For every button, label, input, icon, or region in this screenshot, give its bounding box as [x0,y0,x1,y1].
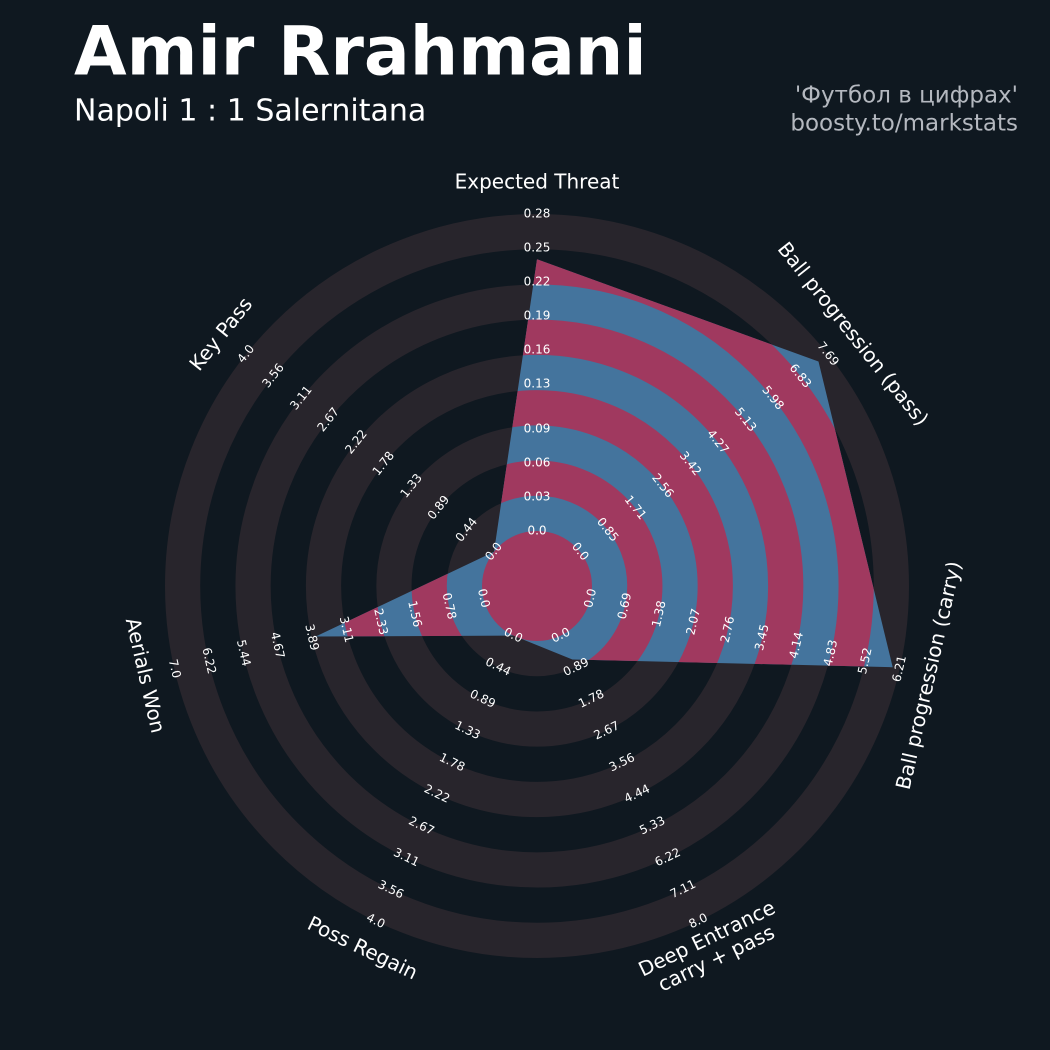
tick-label: 0.0 [475,587,493,609]
alt-band [315,259,874,668]
credit: 'Футбол в цифрах' [795,83,1018,109]
tick-label: 0.06 [524,456,551,470]
chart-subtitle: Napoli 1 : 1 Salernitana [74,94,426,129]
tick-label: 2.07 [683,607,703,636]
radar-alt-bands [315,259,874,668]
tick-label: 0.0 [527,524,546,538]
tick-label: 3.11 [337,615,357,644]
alt-band [411,460,663,668]
tick-label: 2.33 [371,607,391,636]
credit: boosty.to/markstats [790,111,1018,137]
tick-label: 0.03 [524,490,551,504]
tick-label: 1.38 [649,599,669,628]
tick-label: 4.67 [268,631,288,660]
chart-title: Amir Rrahmani [74,13,647,92]
tick-label: 0.0 [581,587,599,609]
tick-label: 2.76 [718,615,738,644]
alt-band [315,319,804,668]
alt-band [482,531,592,641]
tick-label: 0.22 [524,274,551,288]
tick-label: 6.22 [199,646,219,675]
tick-label: 3.45 [752,623,772,652]
param-label: Aerials Won [121,615,171,735]
tick-label: 0.69 [615,591,635,620]
tick-label: 4.83 [821,638,841,667]
tick-label: 1.56 [405,599,425,628]
tick-label: 5.52 [855,646,875,675]
tick-label: 5.44 [234,638,254,667]
tick-label: 0.13 [524,376,551,390]
tick-label: 6.21 [889,654,909,683]
tick-label: 0.25 [524,240,551,254]
tick-label: 7.0 [166,658,184,680]
param-label: Expected Threat [455,170,620,194]
tick-label: 0.16 [524,342,551,356]
tick-label: 0.09 [524,422,551,436]
tick-label: 0.19 [524,308,551,322]
ring [165,214,909,958]
tick-label: 4.14 [786,631,806,660]
tick-label: 3.89 [302,623,322,652]
tick-label: 0.78 [440,591,460,620]
tick-label: 0.28 [524,207,551,221]
